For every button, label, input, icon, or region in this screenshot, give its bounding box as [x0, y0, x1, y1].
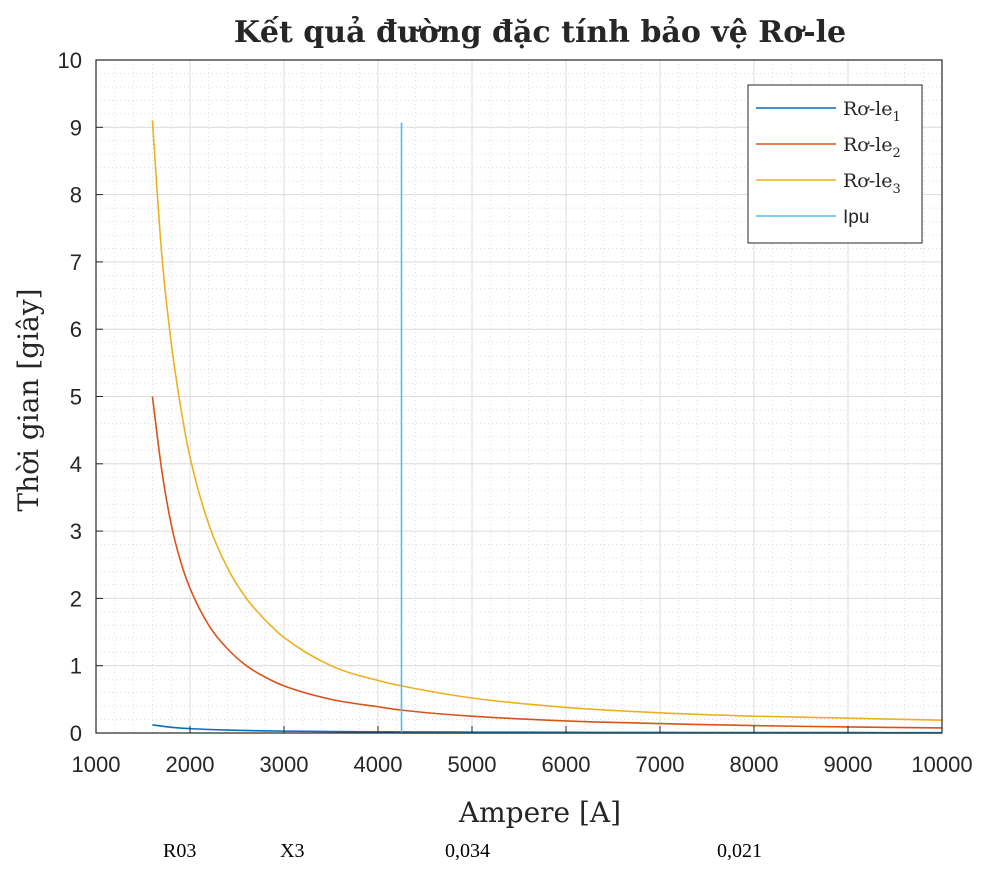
- y-axis: 0 1 2 3 4 5 6 7 8 9 10: [58, 48, 103, 746]
- y-axis-label: Thời gian [giây]: [12, 288, 45, 511]
- y-tick-label: 9: [70, 115, 82, 140]
- y-tick-label: 7: [70, 250, 82, 275]
- legend-entry-label: Ipu: [843, 207, 869, 228]
- y-tick-label: 4: [70, 452, 82, 477]
- x-tick-label: 4000: [354, 752, 403, 777]
- y-tick-label: 5: [70, 385, 82, 410]
- y-tick-label: 1: [70, 654, 82, 679]
- footer-cell-label: X3: [280, 840, 305, 862]
- x-tick-label: 2000: [166, 752, 215, 777]
- x-tick-label: 3000: [260, 752, 309, 777]
- x-tick-label: 8000: [730, 752, 779, 777]
- y-tick-label: 6: [70, 317, 82, 342]
- y-tick-label: 8: [70, 183, 82, 208]
- x-tick-label: 6000: [542, 752, 591, 777]
- chart-title: Kết quả đường đặc tính bảo vệ Rơ-le: [234, 15, 846, 50]
- series-line-3: [151, 120, 943, 722]
- x-axis: 1000 2000 3000 4000 5000 6000 7000 8000 9000 1000…: [72, 726, 973, 777]
- footer-cell-code: R03: [163, 840, 197, 862]
- x-tick-label: 9000: [824, 752, 873, 777]
- y-tick-label: 10: [58, 48, 82, 73]
- footer-table-row: R03 X3 0,034 0,021: [0, 836, 982, 866]
- x-tick-label: 10000: [911, 752, 972, 777]
- x-axis-label: Ampere [A]: [458, 796, 621, 829]
- y-tick-label: 3: [70, 519, 82, 544]
- series-line-2: [151, 396, 943, 729]
- y-tick-label: 0: [70, 721, 82, 746]
- footer-cell-value-2: 0,021: [717, 840, 762, 862]
- x-tick-label: 5000: [448, 752, 497, 777]
- x-tick-label: 7000: [636, 752, 685, 777]
- y-tick-label: 2: [70, 586, 82, 611]
- footer-cell-value-1: 0,034: [445, 840, 490, 862]
- x-tick-label: 1000: [72, 752, 121, 777]
